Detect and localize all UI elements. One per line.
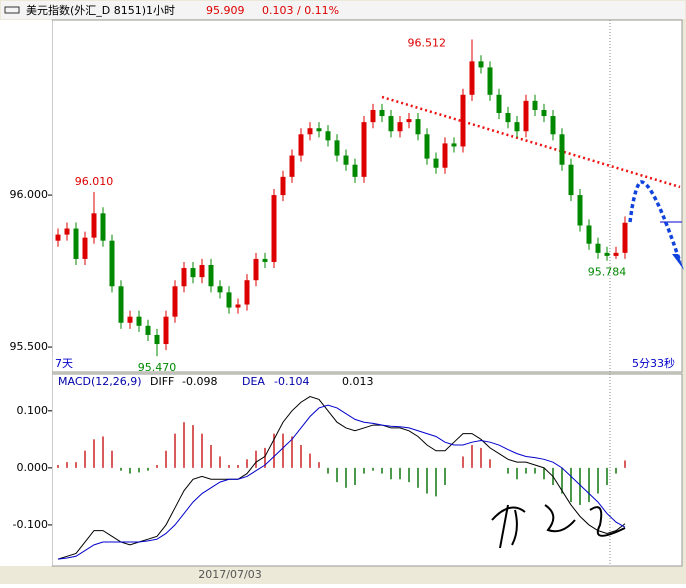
- candle-body: [316, 128, 322, 132]
- candle-body: [244, 280, 250, 305]
- candle-body: [181, 268, 187, 287]
- candle-body: [370, 109, 376, 123]
- candle-body: [487, 67, 493, 95]
- extreme-label: 96.512: [408, 36, 447, 49]
- window-icon: [4, 6, 20, 14]
- candle-body: [514, 122, 520, 132]
- candle-body: [100, 213, 106, 241]
- candle-body: [415, 119, 421, 135]
- candle-body: [136, 316, 142, 326]
- candle-body: [253, 258, 259, 281]
- candle-body: [568, 164, 574, 196]
- extreme-label: 95.784: [588, 266, 627, 279]
- candle-body: [127, 316, 133, 323]
- candle-body: [433, 158, 439, 168]
- candle-body: [325, 131, 331, 141]
- candle-body: [91, 213, 97, 238]
- candle-body: [613, 252, 619, 256]
- candle-body: [334, 140, 340, 156]
- candle-body: [442, 143, 448, 168]
- period-label: 7天: [55, 357, 73, 370]
- candle-body: [82, 237, 88, 259]
- candle-body: [208, 265, 214, 287]
- last-price: 95.909: [206, 4, 245, 17]
- dea-legend: DEA: [242, 375, 265, 388]
- forecast-arrow: [628, 180, 682, 263]
- candle-body: [604, 252, 610, 256]
- candle-body: [469, 61, 475, 95]
- diff-legend: DIFF: [150, 375, 174, 388]
- macd-title: MACD(12,26,9): [58, 375, 142, 388]
- candle-body: [118, 286, 124, 323]
- price-panel: [51, 19, 683, 373]
- candle-body: [595, 243, 601, 253]
- candle-body: [235, 304, 241, 308]
- date-label: 2017/07/03: [198, 568, 261, 581]
- candle-body: [388, 116, 394, 132]
- candle-body: [199, 265, 205, 278]
- signature: [491, 504, 626, 549]
- y-tick-label: 0.100: [17, 404, 49, 417]
- candle-body: [352, 164, 358, 177]
- candle-body: [154, 334, 160, 345]
- candle-body: [262, 258, 268, 262]
- candle-body: [64, 228, 70, 235]
- candle-body: [523, 100, 529, 132]
- candle-body: [397, 122, 403, 132]
- y-tick-label: 96.000: [10, 188, 49, 201]
- candle-body: [343, 155, 349, 165]
- candle-body: [109, 240, 115, 287]
- y-tick-label: -0.100: [13, 518, 48, 531]
- candle-body: [73, 228, 79, 259]
- title-bar: [1, 1, 685, 19]
- axis-panel: [0, 20, 52, 566]
- extreme-label: 95.470: [138, 361, 177, 374]
- candle-body: [586, 225, 592, 244]
- candle-body: [55, 234, 61, 241]
- macd-panel: [51, 373, 683, 567]
- candle-body: [406, 119, 412, 123]
- arrow-head: [672, 254, 684, 270]
- extreme-label: 96.010: [75, 175, 114, 188]
- candle-body: [271, 195, 277, 262]
- countdown-label: 5分33秒: [632, 356, 675, 370]
- macd-line: [57, 404, 626, 560]
- y-tick-label: 95.500: [10, 340, 49, 353]
- candle-body: [478, 61, 484, 68]
- y-tick-label: 0.000: [17, 461, 49, 474]
- chart-title: 美元指数(外汇_D 8151)1小时: [26, 3, 175, 17]
- macd-value: 0.013: [342, 375, 374, 388]
- candle-body: [190, 268, 196, 278]
- candle-body: [451, 143, 457, 147]
- candle-body: [460, 94, 466, 147]
- candle-body: [559, 134, 565, 165]
- candle-body: [577, 195, 583, 226]
- candle-body: [280, 176, 286, 196]
- candle-body: [163, 316, 169, 345]
- candle-body: [379, 109, 385, 117]
- candle-body: [361, 122, 367, 177]
- candle-body: [298, 134, 304, 156]
- candle-body: [217, 286, 223, 293]
- trend-line: [381, 95, 681, 189]
- candle-body: [145, 325, 151, 335]
- candle-body: [424, 134, 430, 159]
- candle-body: [622, 222, 628, 253]
- candle-body: [226, 292, 232, 308]
- dea-value: -0.104: [274, 375, 309, 388]
- price-change: 0.103 / 0.11%: [262, 4, 339, 17]
- candle-body: [307, 128, 313, 135]
- candle-body: [172, 286, 178, 317]
- macd-line: [57, 395, 626, 560]
- candle-body: [550, 116, 556, 135]
- candle-body: [496, 94, 502, 114]
- candle-body: [505, 113, 511, 123]
- candle-body: [532, 100, 538, 110]
- diff-value: -0.098: [182, 375, 217, 388]
- candle-body: [289, 155, 295, 177]
- candle-body: [541, 109, 547, 117]
